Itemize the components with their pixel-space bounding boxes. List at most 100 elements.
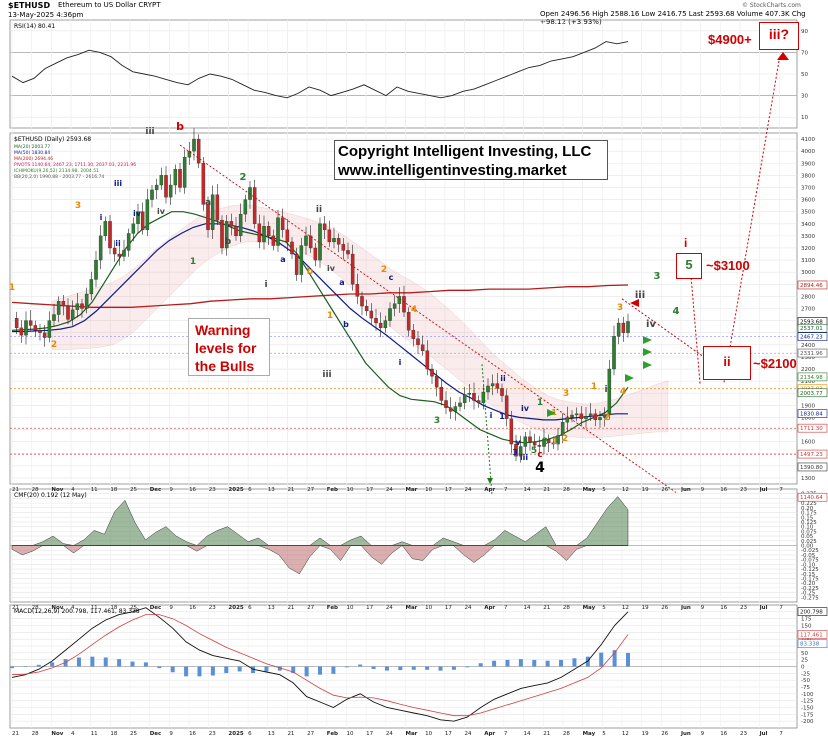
x-tick-label: May xyxy=(583,605,596,611)
y-tick-label: -0.275 xyxy=(801,595,819,601)
x-tick-label: 18 xyxy=(110,605,117,611)
x-tick-label: 4 xyxy=(71,605,75,611)
x-tick-label: 26 xyxy=(661,731,668,737)
candle-body xyxy=(28,320,33,326)
red-arrow-icon xyxy=(630,299,639,307)
wave-label: 1 xyxy=(591,382,597,392)
x-tick-label: 9 xyxy=(169,731,173,737)
candle-body xyxy=(168,184,173,198)
candle-body xyxy=(122,250,126,257)
y-tick-label: 50 xyxy=(801,72,808,78)
x-tick-label: 9 xyxy=(701,487,705,493)
wave-label: 1 xyxy=(327,311,333,321)
macd-histogram-bar xyxy=(425,666,430,670)
y-tick-label: 3200 xyxy=(801,246,815,252)
wave-label: a xyxy=(205,198,211,208)
y-tick-label: 50 xyxy=(801,651,808,657)
x-tick-label: Feb xyxy=(327,487,338,493)
price-tag-label: 2537.01 xyxy=(800,326,823,332)
x-tick-label: 28 xyxy=(563,487,570,493)
x-tick-label: 28 xyxy=(563,605,570,611)
macd-histogram-bar xyxy=(251,666,256,674)
candle-body xyxy=(70,309,75,320)
candle-body xyxy=(52,314,56,321)
candle-body xyxy=(607,368,612,416)
wave-label: 4 xyxy=(411,305,417,315)
candle-body xyxy=(19,327,24,336)
wave-iii-box: iii? xyxy=(759,22,799,50)
x-tick-label: 6 xyxy=(248,731,252,737)
x-tick-label: 6 xyxy=(248,487,252,493)
y-tick-label: 3900 xyxy=(801,161,815,167)
candle-body xyxy=(42,332,47,338)
x-tick-label: 10 xyxy=(346,605,353,611)
wave-label: iii xyxy=(114,179,122,188)
x-tick-label: 17 xyxy=(366,487,373,493)
candle-body xyxy=(224,221,229,249)
price-tag-box xyxy=(797,388,828,398)
x-tick-label: 28 xyxy=(32,605,39,611)
candle-body xyxy=(98,235,103,261)
candle-body xyxy=(154,184,159,191)
warning-line1: Warning xyxy=(195,322,251,338)
y-tick-label: -200 xyxy=(801,719,814,725)
candle-body xyxy=(495,383,500,389)
candle-body xyxy=(560,422,565,436)
candle-body xyxy=(243,199,248,215)
x-tick-label: 18 xyxy=(110,487,117,493)
macd-title: MACD(12,26,9) 200.798, 117.461, 83.338 xyxy=(14,608,140,615)
wave-5-projection xyxy=(689,263,701,384)
macd-histogram-bar xyxy=(237,666,242,672)
y-tick-label: -0.15 xyxy=(801,572,816,578)
wave-label: ii xyxy=(316,205,322,215)
x-tick-label: 12 xyxy=(622,487,629,493)
candle-body xyxy=(406,311,411,331)
macd-histogram-bar xyxy=(585,656,590,667)
candle-body xyxy=(336,238,341,245)
cmf-positive-area xyxy=(12,496,629,546)
warning-line3: the Bulls xyxy=(195,358,255,374)
wave-label: 1 xyxy=(499,412,505,421)
candle-body xyxy=(509,418,514,445)
target-4900-label: $4900+ xyxy=(708,32,752,47)
x-tick-label: 25 xyxy=(130,487,137,493)
x-tick-label: 12 xyxy=(622,731,629,737)
chart-ohlc-readout: Open 2496.56 High 2588.16 Low 2416.75 La… xyxy=(540,10,806,26)
y-tick-label: 30 xyxy=(801,94,808,100)
y-tick-label: 3500 xyxy=(801,210,815,216)
macd-histogram-bar xyxy=(358,664,363,667)
macd-histogram-bar xyxy=(143,662,148,667)
price-tag-label: 1830.84 xyxy=(800,412,823,418)
candle-body xyxy=(56,301,61,315)
candle-body xyxy=(420,344,425,352)
candle-body xyxy=(280,217,285,230)
x-tick-label: 9 xyxy=(169,487,173,493)
resistance-trendline xyxy=(179,144,677,493)
candle-body xyxy=(322,223,327,230)
wave-label: v xyxy=(515,438,521,447)
candle-body xyxy=(602,414,607,418)
x-tick-label: 21 xyxy=(12,605,19,611)
candle-body xyxy=(206,204,210,230)
candle-body xyxy=(201,163,206,205)
x-tick-label: 23 xyxy=(209,731,216,737)
y-tick-label: 1300 xyxy=(801,476,815,482)
wave-label: 3 xyxy=(654,271,661,282)
y-tick-label: 0.025 xyxy=(801,539,817,545)
wave-label: iv xyxy=(327,264,336,273)
y-tick-label: -0.075 xyxy=(801,558,819,564)
candle-body xyxy=(276,217,280,246)
cmf-negative-area xyxy=(11,545,628,575)
candle-body xyxy=(350,253,355,285)
wave-label: iii xyxy=(322,370,331,380)
candle-body xyxy=(360,296,364,307)
macd-histogram-bar xyxy=(492,660,497,667)
y-tick-label: -0.225 xyxy=(801,586,819,592)
wave-label: 4 xyxy=(620,387,626,397)
candle-body xyxy=(248,187,252,200)
x-tick-label: Dec xyxy=(150,605,162,611)
wave-5-box: 5 xyxy=(676,253,702,279)
x-tick-label: 12 xyxy=(622,605,629,611)
candle-body xyxy=(402,296,406,313)
y-tick-label: 0.225 xyxy=(801,501,817,507)
